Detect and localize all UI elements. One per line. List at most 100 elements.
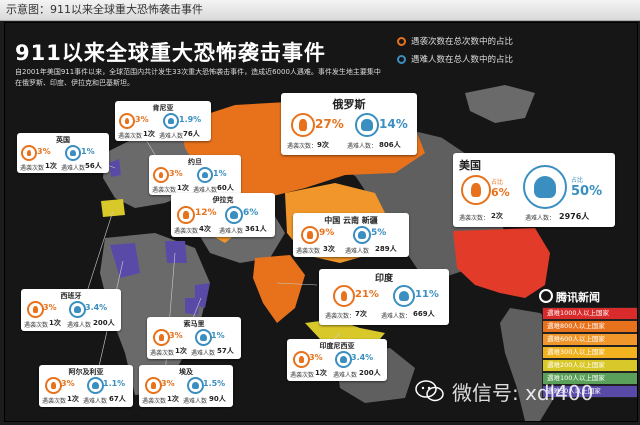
- caption-bar: 示意图：911以来全球重大恐怖袭击事件: [0, 0, 640, 21]
- attack-count: 1次: [49, 319, 61, 327]
- victim-pct: 1.5%: [203, 379, 226, 388]
- egypt-shape: [165, 241, 187, 263]
- legend-attacks: 遇袭次数在总次数中的占比: [397, 35, 513, 47]
- brand-logo: 腾讯新闻: [539, 289, 600, 305]
- country-name: 俄罗斯: [332, 98, 366, 111]
- attack-count: 1次: [67, 395, 79, 403]
- victim-count: 200人: [359, 369, 381, 377]
- card-indonesia: 印度尼西亚 3% 3.4% 遇袭次数 1次 遇难人数 200人: [287, 339, 387, 381]
- attack-icon: [27, 301, 44, 318]
- victim-count: 57人: [217, 347, 234, 355]
- victim-pct: 6%: [243, 208, 259, 218]
- attack-icon: [153, 167, 169, 183]
- attack-pct: 3%: [37, 147, 51, 156]
- attack-label: 遇袭次数：: [325, 313, 356, 320]
- attack-label: 遇袭次数: [118, 133, 143, 140]
- attack-count: 9次: [317, 141, 329, 149]
- victim-label: 遇难人数: [191, 350, 216, 357]
- attack-label: 遇袭次数: [24, 322, 49, 329]
- victim-label: 遇难人数: [333, 372, 358, 379]
- victim-sub-label: 占比: [571, 177, 584, 184]
- attack-pct: 3%: [309, 353, 323, 362]
- attack-label: 遇袭次数：: [459, 215, 490, 222]
- legend-victims-label: 遇难人数在总人数中的占比: [411, 55, 514, 65]
- attack-pct: 3%: [61, 379, 75, 388]
- attack-count: 1次: [315, 369, 327, 377]
- card-uk: 英国 3% 1% 遇袭次数 1次 遇难人数 56人: [17, 133, 109, 173]
- victim-count: 806人: [379, 141, 401, 149]
- country-name: 印度尼西亚: [319, 342, 355, 350]
- legend-attacks-label: 遇袭次数在总次数中的占比: [411, 37, 514, 47]
- north-america-shape: [270, 125, 504, 279]
- card-russia: 俄罗斯 27% 14% 遇袭次数： 9次 遇难人数： 806人: [281, 93, 417, 155]
- victim-count: 76人: [183, 130, 200, 138]
- victim-label: 遇难人数: [67, 322, 92, 329]
- victim-pct: 1%: [81, 147, 95, 156]
- skull-icon: [353, 226, 371, 244]
- victim-pct: 3.4%: [351, 353, 374, 362]
- country-name: 肯尼亚: [152, 104, 174, 112]
- attack-icon: [145, 377, 162, 394]
- caption-text: 示意图：911以来全球重大恐怖袭击事件: [6, 3, 203, 16]
- victim-pct: 1%: [211, 331, 225, 340]
- attack-count: 1次: [167, 395, 179, 403]
- skull-icon: [163, 113, 179, 129]
- attack-count: 1次: [175, 347, 187, 355]
- attack-pct: 3%: [169, 331, 183, 340]
- country-name: 中国 云南 新疆: [324, 216, 378, 225]
- attack-icon: [293, 351, 310, 368]
- victim-count: 56人: [85, 162, 102, 170]
- victim-pct: 3.4%: [85, 303, 108, 312]
- card-china: 中国 云南 新疆 9% 5% 遇袭次数 3次 遇难人数 289人: [293, 213, 409, 257]
- attack-pct: 6%: [491, 186, 510, 199]
- attack-pct: 3%: [169, 169, 183, 178]
- attack-icon: [291, 113, 315, 137]
- victim-label: 遇难人数：: [381, 313, 412, 320]
- country-name: 约旦: [188, 158, 202, 166]
- attack-count: 1次: [143, 130, 155, 138]
- skull-icon: [355, 113, 379, 137]
- attack-label: 遇袭次数: [142, 398, 167, 405]
- attack-sub-label: 占比: [491, 179, 504, 186]
- india-shape: [253, 255, 305, 323]
- victim-label: 遇难人数: [183, 398, 208, 405]
- blue-circle-icon: [397, 54, 406, 64]
- skull-icon: [87, 377, 104, 394]
- casualty-scale-legend: 遇难1000人以上国家 遇难800人以上国家 遇难600人以上国家 遇难300人…: [542, 307, 637, 398]
- country-name: 美国: [459, 159, 481, 172]
- victim-label: 遇难人数: [61, 165, 86, 172]
- card-spain: 西班牙 3% 3.4% 遇袭次数 1次 遇难人数 200人: [21, 289, 121, 331]
- skull-icon: [195, 329, 212, 346]
- attack-label: 遇袭次数: [42, 398, 67, 405]
- attack-label: 遇袭次数: [296, 248, 321, 255]
- legend-row: 遇难100人以上国家: [542, 372, 637, 385]
- victim-pct: 5%: [371, 228, 387, 238]
- victim-count: 67人: [109, 395, 126, 403]
- algeria-shape: [110, 243, 140, 278]
- card-somalia: 索马里 3% 1% 遇袭次数 1次 遇难人数 57人: [147, 317, 241, 359]
- attack-count: 7次: [355, 310, 367, 318]
- country-name: 伊拉克: [212, 196, 234, 204]
- victim-label: 遇难人数: [83, 398, 108, 405]
- country-name: 阿尔及利亚: [68, 368, 104, 376]
- legend-row: 遇难800人以上国家: [542, 320, 637, 333]
- attack-label: 遇袭次数: [20, 165, 45, 172]
- victim-pct: 14%: [379, 117, 408, 131]
- spain-shape: [101, 199, 125, 217]
- greenland-shape: [465, 85, 535, 123]
- country-name: 西班牙: [60, 292, 82, 300]
- victim-label: 遇难人数: [193, 187, 218, 194]
- country-name: 印度: [374, 274, 393, 284]
- attack-pct: 3%: [135, 115, 149, 124]
- usa-shape: [453, 228, 550, 298]
- attack-pct: 3%: [161, 379, 175, 388]
- attack-pct: 9%: [319, 228, 335, 238]
- attack-label: 遇袭次数: [150, 350, 175, 357]
- wechat-icon: [415, 380, 444, 402]
- victim-pct: 1%: [213, 169, 227, 178]
- card-algeria: 阿尔及利亚 3% 1.1% 遇袭次数 1次 遇难人数 67人: [39, 365, 133, 407]
- attack-icon: [21, 145, 37, 161]
- victim-pct: 11%: [415, 289, 439, 300]
- card-india: 印度 21% 11% 遇袭次数： 7次 遇难人数： 669人: [319, 269, 449, 325]
- attack-count: 1次: [45, 162, 57, 170]
